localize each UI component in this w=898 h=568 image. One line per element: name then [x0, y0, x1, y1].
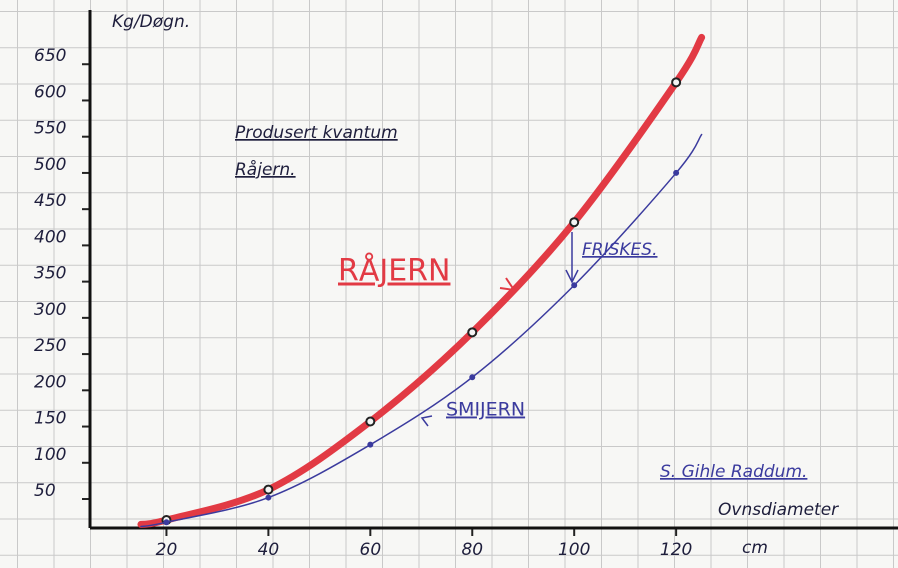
y-tick-label: 300	[34, 300, 66, 320]
y-tick-label: 450	[34, 191, 66, 211]
series-label: SMIJERN	[446, 399, 525, 421]
data-point	[570, 218, 578, 226]
data-point	[468, 328, 476, 336]
y-tick-label: 100	[34, 445, 66, 465]
legend-arrow	[422, 416, 432, 426]
x-tick-label: 100	[558, 540, 590, 560]
chart-subtitle: Råjern.	[235, 159, 296, 180]
x-unit-label: cm	[742, 538, 768, 558]
y-tick-label: 50	[34, 481, 56, 501]
y-tick-label: 200	[34, 372, 66, 392]
y-tick-label: 250	[34, 336, 66, 356]
page: Produsert kvantum Råjern. Kg/Døgn. Ovnsd…	[0, 0, 898, 568]
x-axis-label: Ovnsdiameter	[718, 500, 839, 520]
y-tick-label: 150	[34, 409, 66, 429]
data-point	[266, 496, 270, 500]
data-point	[368, 443, 372, 447]
series-line	[141, 135, 702, 527]
y-axis-label: Kg/Døgn.	[112, 12, 190, 32]
x-tick-label: 80	[461, 540, 483, 560]
y-tick-label: 350	[34, 264, 66, 284]
y-tick-label: 400	[34, 227, 66, 247]
chart-title: Produsert kvantum	[235, 123, 398, 143]
data-point	[264, 486, 272, 494]
y-tick-label: 650	[34, 46, 66, 66]
signature: S. Gihle Raddum.	[660, 462, 807, 482]
annotation: FRISKES.	[582, 240, 657, 260]
chart: Produsert kvantum Råjern. Kg/Døgn. Ovnsd…	[0, 0, 898, 568]
x-tick-label: 120	[660, 540, 692, 560]
data-point	[470, 375, 474, 379]
y-tick-label: 500	[34, 155, 66, 175]
data-point	[366, 417, 374, 425]
data-point	[674, 171, 678, 175]
data-point	[572, 283, 576, 287]
x-tick-label: 40	[258, 540, 280, 560]
y-tick-label: 550	[34, 119, 66, 139]
data-point	[672, 78, 680, 86]
series-label: RÅJERN	[338, 253, 450, 289]
y-tick-label: 600	[34, 82, 66, 102]
x-tick-label: 20	[156, 540, 178, 560]
data-point	[164, 520, 168, 524]
x-tick-label: 60	[360, 540, 382, 560]
